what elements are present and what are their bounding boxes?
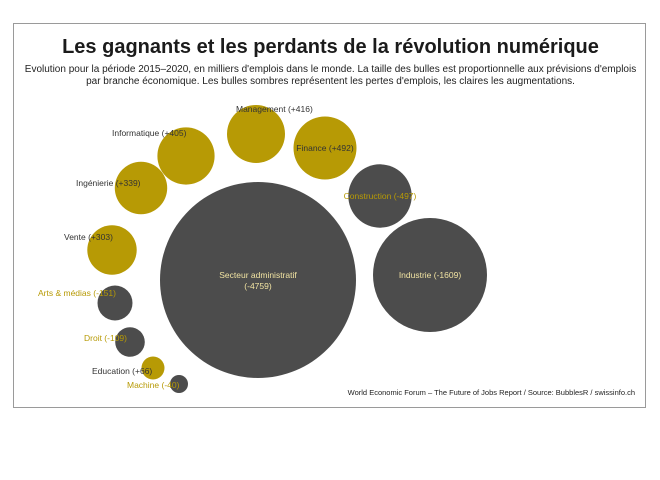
chart-subtitle: Evolution pour la période 2015–2020, en … [24,64,637,87]
bubble-label: Industrie (-1609) [399,270,462,280]
bubble-label: Management (+416) [236,104,313,114]
bubble [141,356,165,380]
chart-title: Les gagnants et les perdants de la révol… [62,36,599,58]
bubble-chart: Secteur administratif(-4759) Industrie (-… [38,104,487,393]
bubble [170,375,188,393]
bubble-label: Finance (+492) [296,143,354,153]
bubble-label: Secteur administratif [219,270,297,280]
bubble-label: Education (+66) [92,366,152,376]
chart-frame: Les gagnants et les perdants de la révol… [13,23,646,408]
bubble [157,127,215,185]
bubble [348,164,412,228]
bubble-value-label: (-4759) [244,281,272,291]
bubble [115,327,145,357]
bubble [97,285,133,321]
bubble-label: Droit (-109) [84,333,127,343]
bubble-label: Vente (+303) [64,232,113,242]
bubble [87,225,137,275]
bubble-label: Arts & médias (-151) [38,288,116,298]
bubble-label: Machine (-40) [127,380,180,390]
chart-source: World Economic Forum – The Future of Job… [347,388,635,397]
bubble [293,116,357,180]
bubble [373,218,487,332]
bubble [114,161,168,215]
bubble [227,105,285,163]
bubble [160,182,356,378]
bubble-label: Construction (-497) [344,191,417,201]
bubble-label: Ingénierie (+339) [76,178,141,188]
bubble-label: Informatique (+405) [112,128,187,138]
